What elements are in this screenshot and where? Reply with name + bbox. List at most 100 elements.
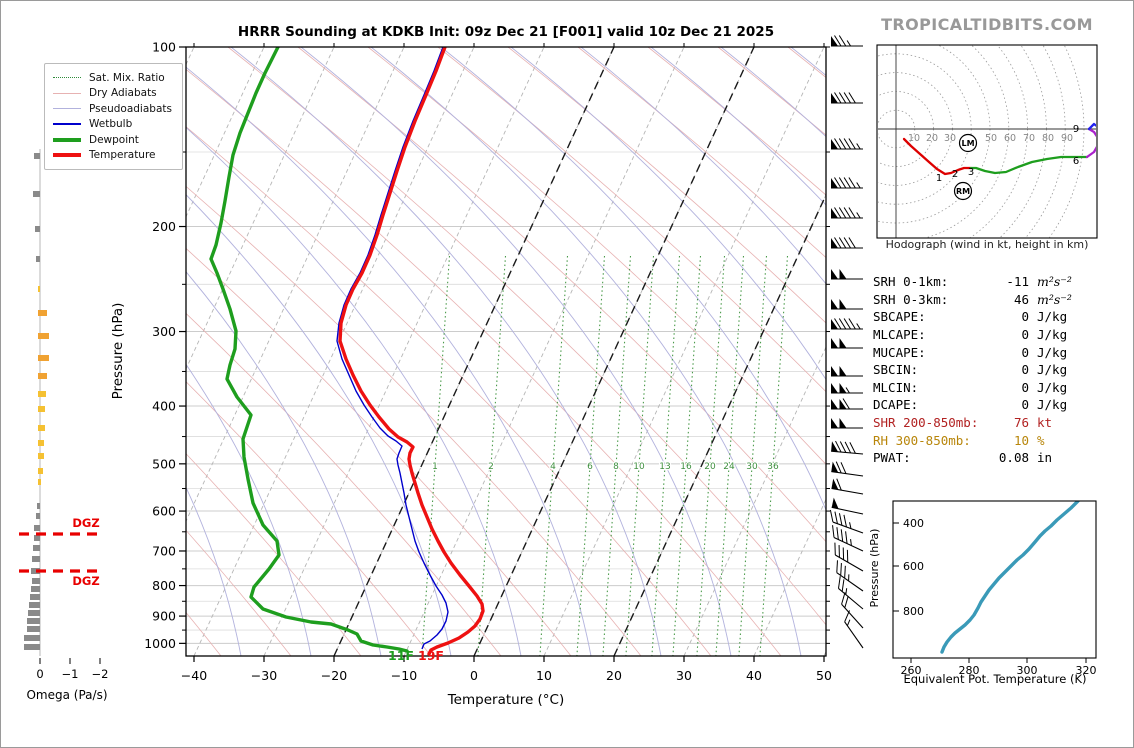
index-label: MUCAPE: (873, 344, 926, 360)
legend-item: Temperature (53, 148, 172, 164)
index-unit: J/kg (1037, 309, 1068, 325)
index-row: MUCAPE: 0 J/kg (873, 343, 1101, 361)
index-value: 46 (1013, 291, 1029, 307)
index-unit: J/kg (1037, 327, 1068, 343)
surface-temperature-label: 19F (418, 648, 444, 663)
index-label: PWAT: (873, 450, 911, 466)
omega-bar (38, 440, 44, 446)
index-value: 0.08 (998, 450, 1029, 466)
hodograph-height-label: 9 (1073, 124, 1079, 135)
storm-motion-label: LM (961, 139, 974, 148)
hodograph-ring-label: 10 (908, 133, 920, 144)
x-axis-title: Temperature (°C) (447, 692, 565, 708)
index-row: SRH 0-3km: 46 m²s⁻² (873, 291, 1101, 309)
wind-barb (831, 366, 863, 377)
pressure-tick-label: 900 (152, 609, 176, 624)
omega-bar (24, 635, 40, 641)
omega-bar (28, 610, 40, 616)
legend-item-label: Dry Adiabats (89, 87, 157, 100)
index-unit: J/kg (1037, 397, 1068, 413)
x-tick-label: 10 (536, 668, 552, 683)
hodograph-height-label: 3 (968, 167, 974, 178)
hodograph-ring-label: 30 (944, 133, 956, 144)
omega-bar (31, 568, 40, 574)
index-label: SBCAPE: (873, 309, 926, 325)
theta-e-y-tick-label: 800 (903, 605, 924, 618)
index-row: RH 300-850mb: 10% (873, 431, 1101, 449)
legend-line-sample (53, 92, 81, 94)
omega-bar (38, 479, 41, 485)
legend-item: Pseudoadiabats (53, 101, 172, 117)
legend-item-label: Wetbulb (89, 118, 133, 131)
hodograph-trace (902, 137, 973, 176)
index-unit: J/kg (1037, 344, 1068, 360)
omega-bar (32, 578, 40, 584)
legend-item-label: Temperature (89, 149, 156, 162)
x-tick-label: 40 (746, 668, 762, 683)
omega-tick-label: 0 (36, 667, 43, 681)
omega-bar (38, 391, 46, 397)
omega-bar (37, 503, 40, 509)
index-label: RH 300-850mb: (873, 432, 971, 448)
y-axis-title: Pressure (hPa) (110, 303, 126, 400)
omega-bar (27, 618, 40, 624)
wind-barb (831, 35, 863, 47)
skewt-curves (209, 47, 485, 656)
site-logo: TROPICALTIDBITS.COM (881, 15, 1093, 34)
index-row: SHR 200-850mb: 76 kt (873, 414, 1101, 432)
pressure-tick-label: 400 (152, 399, 176, 414)
legend-item: Wetbulb (53, 117, 172, 133)
hodograph-trace (1087, 122, 1096, 131)
wind-barb (831, 461, 864, 477)
x-tick-label: 0 (470, 668, 478, 683)
wind-barb (829, 509, 864, 534)
x-tick-label: 20 (606, 668, 622, 683)
legend-item: Dry Adiabats (53, 86, 172, 102)
index-value: 0 (1021, 309, 1029, 325)
mixing-ratio-label: 30 (746, 462, 758, 472)
wind-barb (834, 542, 864, 572)
surface-dewpoint-label: 11F (388, 648, 414, 663)
hodograph-height-label: 6 (1073, 156, 1079, 167)
wind-barb (831, 338, 863, 349)
index-label: MLCAPE: (873, 327, 926, 343)
wind-barb (831, 269, 863, 280)
wetbulb-curve (336, 47, 449, 650)
thetae-y-axis-title: Pressure (hPa) (868, 529, 881, 608)
hodograph-height-label: 1 (936, 173, 942, 184)
index-label: SBCIN: (873, 362, 919, 378)
mixing-ratio-label: 1 (432, 462, 438, 472)
wind-barb (831, 299, 863, 310)
wind-barb (831, 418, 863, 429)
omega-bar (30, 594, 40, 600)
index-label: DCAPE: (873, 397, 919, 413)
mixing-ratio-label: 10 (633, 462, 645, 472)
hodograph-ring-label: 20 (926, 133, 938, 144)
omega-bar (38, 286, 40, 292)
pressure-tick-label: 500 (152, 456, 176, 471)
omega-bar (38, 373, 47, 379)
theta-e-x-tick-label: 320 (1076, 664, 1097, 677)
theta-e-curve (940, 501, 1080, 654)
theta-e-x-tick-label: 260 (901, 664, 922, 677)
omega-bar (38, 310, 47, 316)
hodograph-ring-label: 50 (985, 133, 997, 144)
storm-motion-label: RM (956, 187, 970, 196)
mixing-ratio-label: 6 (587, 462, 593, 472)
index-unit: m²s⁻² (1037, 274, 1072, 290)
pressure-tick-label: 700 (152, 543, 176, 558)
omega-bar (34, 153, 40, 159)
omega-bar (24, 644, 40, 650)
hodograph-height-label: 2 (952, 169, 958, 180)
hodograph-ring-label: 80 (1042, 133, 1054, 144)
mixing-ratio-label: 8 (613, 462, 619, 472)
index-unit: kt (1037, 415, 1053, 431)
omega-bar (34, 535, 40, 541)
omega-bar (38, 425, 45, 431)
dewpoint-curve (209, 47, 409, 653)
omega-bar (33, 545, 40, 551)
wind-barb (844, 610, 864, 649)
theta-e-x-tick-label: 280 (959, 664, 980, 677)
x-tick-label: 50 (816, 668, 832, 683)
